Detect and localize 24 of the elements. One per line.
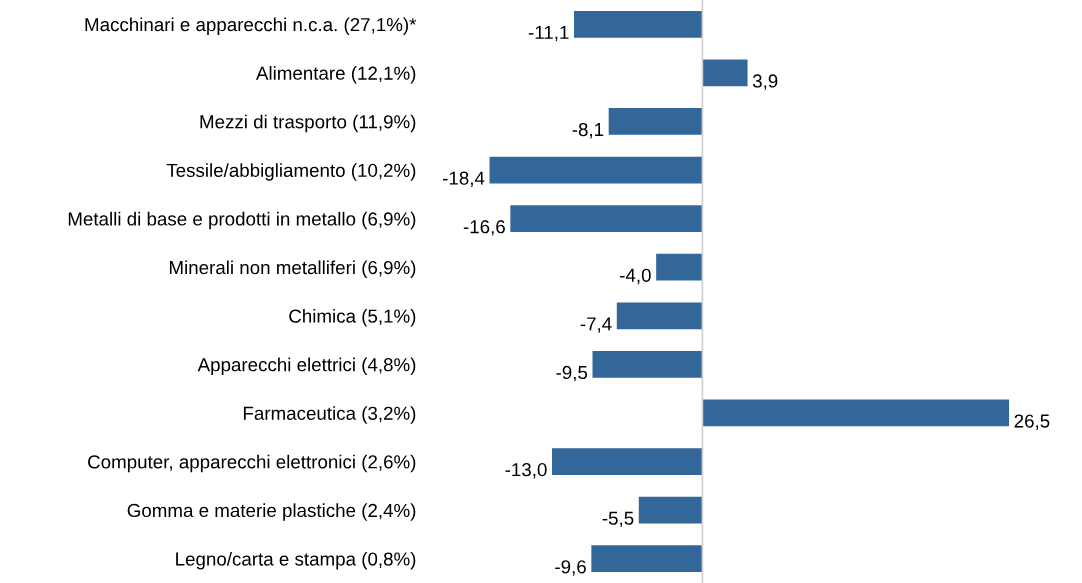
y-tick-label: Legno/carta e stampa (0,8%) — [176, 551, 416, 570]
data-label: 26,5 — [1014, 414, 1050, 430]
y-tick-label: Macchinari e apparecchi n.c.a. (27,1%)* — [85, 17, 417, 35]
data-label: -18,4 — [442, 171, 485, 188]
data-label: -9,6 — [555, 560, 586, 576]
data-label: 3,9 — [752, 74, 778, 90]
data-label: -9,5 — [556, 365, 588, 382]
y-tick-label: Computer, apparecchi elettronici (2,6%) — [88, 454, 416, 473]
y-tick-label: Farmaceutica (3,2%) — [243, 406, 416, 424]
data-label: -7,4 — [580, 317, 612, 333]
y-tick-label: Tessile/abbigliamento (10,2%) — [166, 163, 416, 181]
data-label: -8,1 — [572, 122, 604, 139]
data-label: -16,6 — [463, 220, 505, 236]
y-tick-label: Minerali non metalliferi (6,9%) — [169, 260, 416, 278]
y-tick-label: Mezzi di trasporto (11,9%) — [200, 114, 416, 133]
y-tick-label: Alimentare (12,1%) — [255, 66, 416, 84]
data-label: -11,1 — [528, 25, 569, 42]
data-label: -4,0 — [620, 268, 651, 285]
y-tick-label: Chimica (5,1%) — [289, 309, 416, 327]
data-label: -13,0 — [505, 463, 547, 479]
y-tick-label: Apparecchi elettrici (4,8%) — [197, 357, 416, 376]
y-tick-label: Gomma e materie plastiche (2,4%) — [127, 503, 416, 521]
data-label: -5,5 — [602, 511, 634, 528]
y-tick-label: Metalli di base e prodotti in metallo (6,9%) — [68, 211, 416, 230]
